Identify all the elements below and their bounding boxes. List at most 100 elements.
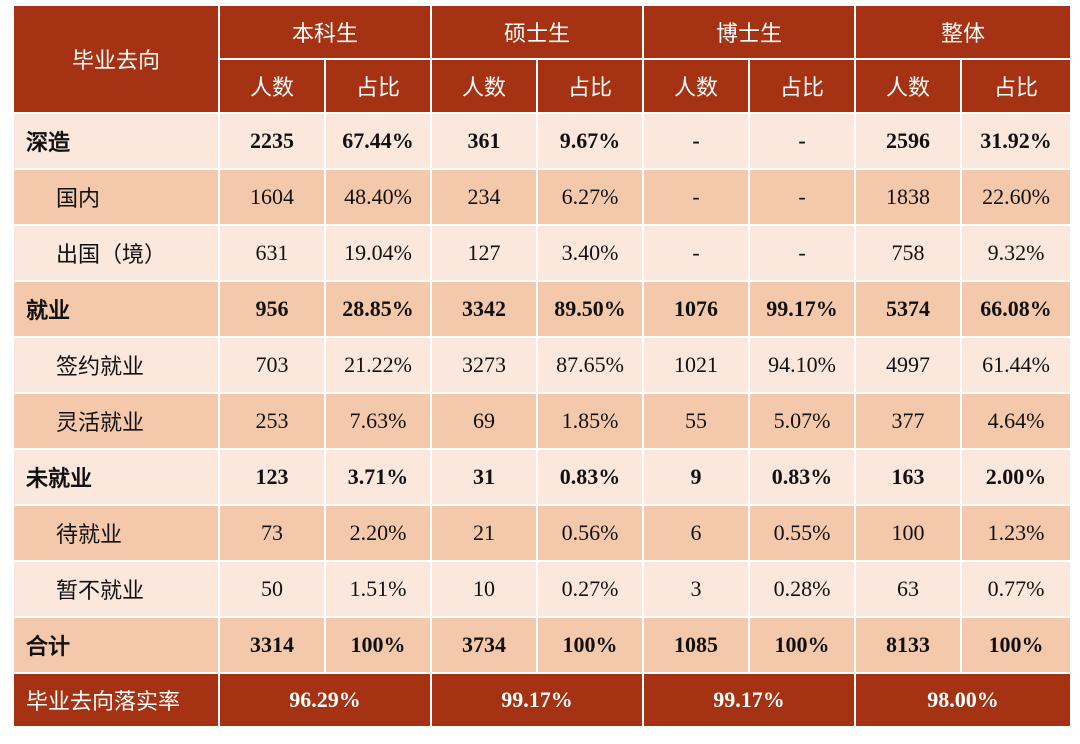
row-label: 签约就业	[12, 336, 220, 394]
count-cell: -	[642, 224, 751, 282]
ratio-header: 占比	[960, 58, 1073, 114]
count-header: 人数	[430, 58, 539, 114]
ratio-cell: 100%	[536, 616, 645, 674]
count-cell: 3734	[430, 616, 539, 674]
placement-rate-doctoral: 99.17%	[642, 672, 857, 728]
ratio-cell: 3.71%	[323, 448, 433, 506]
ratio-cell: 100%	[748, 616, 857, 674]
category-header: 毕业去向	[12, 4, 220, 114]
row-label: 未就业	[12, 448, 220, 506]
count-cell: 1085	[642, 616, 751, 674]
ratio-cell: 3.40%	[536, 224, 645, 282]
table-row: 国内 1604 48.40% 234 6.27% - -1838 22.60%	[12, 168, 1073, 226]
ratio-cell: 94.10%	[748, 336, 857, 394]
table-row: 未就业 123 3.71% 31 0.83% 9 0.83% 163 2.00%	[12, 448, 1073, 506]
ratio-cell: 1.23%	[960, 504, 1073, 562]
count-cell: 956	[218, 280, 326, 338]
ratio-cell: 2.20%	[323, 504, 433, 562]
count-cell: 1076	[642, 280, 751, 338]
graduation-destination-table: 毕业去向 本科生 硕士生 博士生 整体 人数 占比 人数 占比 人数 占比 人数…	[12, 4, 1073, 728]
count-cell: 9	[642, 448, 751, 506]
count-header: 人数	[854, 58, 963, 114]
ratio-cell: 21.22%	[323, 336, 433, 394]
table-row: 灵活就业 253 7.63% 69 1.85% 55 5.07% 377 4.64%	[12, 392, 1073, 450]
count-cell: 2235	[218, 112, 326, 170]
ratio-cell: 22.60%	[960, 168, 1073, 226]
count-cell: 55	[642, 392, 751, 450]
ratio-cell: -	[748, 224, 857, 282]
count-cell: 1604	[218, 168, 326, 226]
row-label: 出国（境）	[12, 224, 220, 282]
ratio-cell: 87.65%	[536, 336, 645, 394]
ratio-cell: -	[748, 168, 857, 226]
ratio-cell: 48.40%	[323, 168, 433, 226]
row-label: 灵活就业	[12, 392, 220, 450]
ratio-cell: 66.08%	[960, 280, 1073, 338]
row-label: 深造	[12, 112, 220, 170]
placement-rate-undergraduate: 96.29%	[217, 672, 433, 728]
count-cell: 253	[218, 392, 326, 450]
count-cell: 10	[430, 560, 539, 618]
ratio-cell: 5.07%	[748, 392, 857, 450]
table-body: 深造 2235 67.44% 361 9.67% - -2596 31.92% 国内 1604 48…	[12, 112, 1073, 674]
ratio-cell: 1.51%	[323, 560, 433, 618]
row-label: 国内	[12, 168, 220, 226]
ratio-cell: 0.56%	[536, 504, 645, 562]
ratio-header: 占比	[323, 58, 433, 114]
table-row: 深造 2235 67.44% 361 9.67% - -2596 31.92%	[12, 112, 1073, 170]
count-cell: 127	[430, 224, 539, 282]
count-cell: 163	[854, 448, 963, 506]
count-cell: 4997	[854, 336, 963, 394]
ratio-cell: 0.83%	[748, 448, 857, 506]
ratio-cell: -	[748, 112, 857, 170]
row-label: 待就业	[12, 504, 220, 562]
ratio-cell: 0.28%	[748, 560, 857, 618]
ratio-header: 占比	[748, 58, 857, 114]
count-cell: 123	[218, 448, 326, 506]
row-label: 就业	[12, 280, 220, 338]
count-cell: 3342	[430, 280, 539, 338]
count-cell: 361	[430, 112, 539, 170]
count-cell: -	[642, 168, 751, 226]
count-cell: -	[642, 112, 751, 170]
ratio-cell: 0.27%	[536, 560, 645, 618]
count-cell: 63	[854, 560, 963, 618]
count-cell: 3	[642, 560, 751, 618]
ratio-cell: 100%	[323, 616, 433, 674]
count-cell: 73	[218, 504, 326, 562]
row-label: 合计	[12, 616, 220, 674]
group-header-doctoral: 博士生	[642, 4, 857, 60]
table-row: 就业 956 28.85% 3342 89.50% 1076 99.17% 5374 66.08…	[12, 280, 1073, 338]
ratio-cell: 0.77%	[960, 560, 1073, 618]
count-cell: 631	[218, 224, 326, 282]
row-label: 暂不就业	[12, 560, 220, 618]
count-cell: 100	[854, 504, 963, 562]
count-cell: 31	[430, 448, 539, 506]
ratio-cell: 7.63%	[323, 392, 433, 450]
count-cell: 2596	[854, 112, 963, 170]
ratio-header: 占比	[536, 58, 645, 114]
count-cell: 6	[642, 504, 751, 562]
count-header: 人数	[218, 58, 326, 114]
placement-rate-row: 毕业去向落实率 96.29% 99.17% 99.17% 98.00%	[12, 672, 1073, 728]
count-cell: 234	[430, 168, 539, 226]
count-cell: 703	[218, 336, 326, 394]
count-cell: 69	[430, 392, 539, 450]
count-cell: 1838	[854, 168, 963, 226]
count-cell: 3314	[218, 616, 326, 674]
count-cell: 758	[854, 224, 963, 282]
count-header: 人数	[642, 58, 751, 114]
ratio-cell: 89.50%	[536, 280, 645, 338]
ratio-cell: 67.44%	[323, 112, 433, 170]
ratio-cell: 9.67%	[536, 112, 645, 170]
table-row: 暂不就业 50 1.51% 10 0.27% 3 0.28% 63 0.77%	[12, 560, 1073, 618]
ratio-cell: 6.27%	[536, 168, 645, 226]
placement-rate-overall: 98.00%	[854, 672, 1073, 728]
count-cell: 377	[854, 392, 963, 450]
count-cell: 50	[218, 560, 326, 618]
ratio-cell: 31.92%	[960, 112, 1073, 170]
table-row: 待就业 73 2.20% 21 0.56% 6 0.55% 100 1.23%	[12, 504, 1073, 562]
count-cell: 8133	[854, 616, 963, 674]
ratio-cell: 0.83%	[536, 448, 645, 506]
ratio-cell: 0.55%	[748, 504, 857, 562]
